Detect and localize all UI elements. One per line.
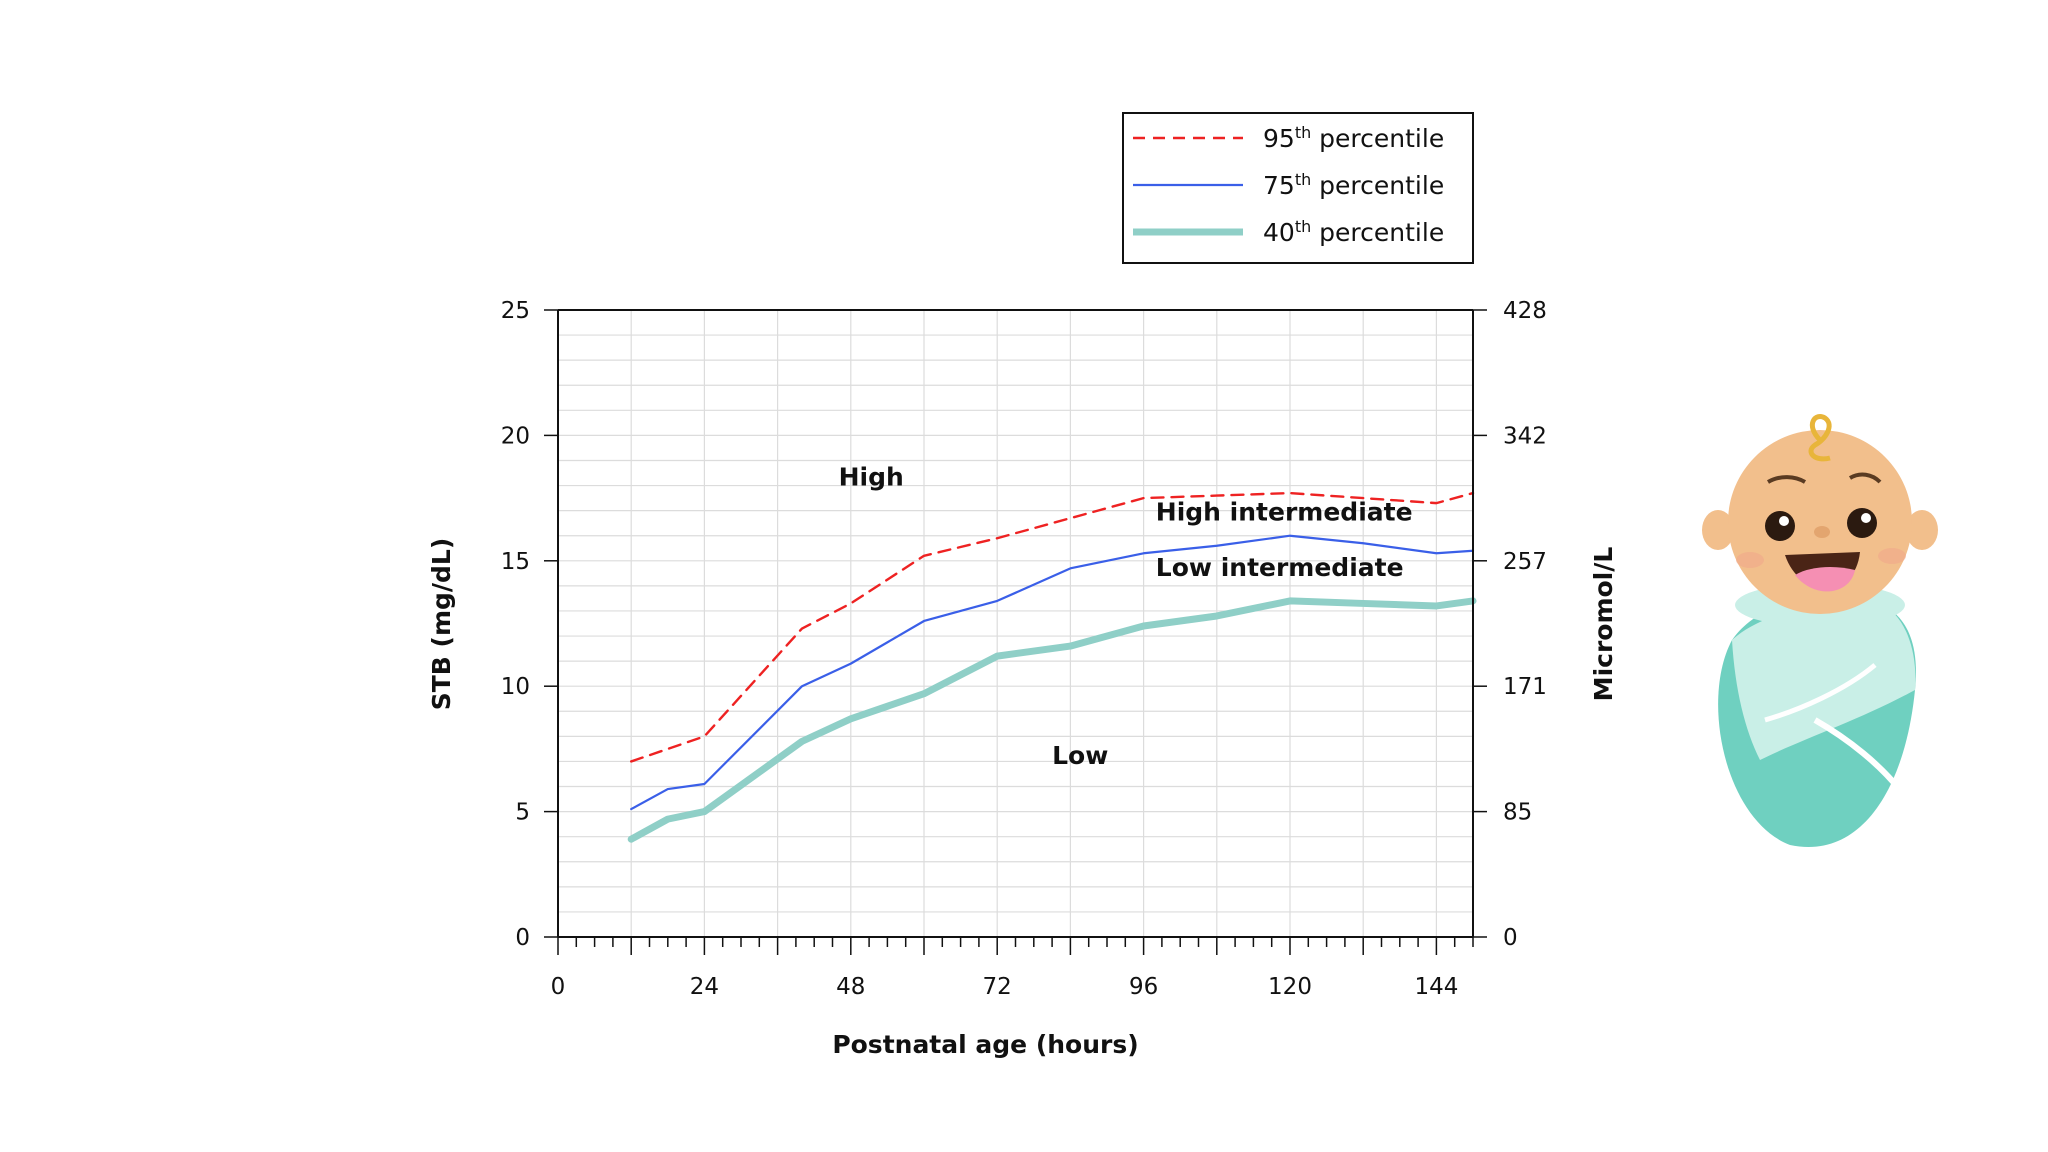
series-line-1: [630, 534, 1475, 811]
y-tick-label: 10: [501, 674, 530, 700]
y-tick-label: 15: [501, 549, 530, 575]
legend-label-2: 40th percentile: [1263, 217, 1444, 247]
legend-label-sup: th: [1295, 123, 1311, 142]
legend-label-sup: th: [1295, 217, 1311, 236]
x-tick-label: 0: [551, 974, 566, 1000]
y2-tick-label: 0: [1503, 925, 1518, 951]
y-tick-label: 0: [515, 925, 530, 951]
axes: [544, 309, 1487, 955]
x-axis-title: Postnatal age (hours): [832, 1030, 1138, 1059]
zone-label: High intermediate: [1156, 498, 1413, 527]
x-tick-label: 120: [1268, 974, 1312, 1000]
swaddled-baby-icon: [1702, 414, 1938, 848]
x-tick-label: 72: [983, 974, 1012, 1000]
legend-label-number: 95: [1263, 124, 1295, 153]
zone-label: High: [839, 463, 904, 492]
zone-label: Low: [1052, 741, 1108, 770]
legend-label-text: percentile: [1311, 218, 1444, 247]
grid: [558, 310, 1473, 937]
x-tick-label: 144: [1414, 974, 1458, 1000]
y2-tick-label: 342: [1503, 423, 1547, 449]
legend-label-text: percentile: [1311, 124, 1444, 153]
x-tick-label: 48: [836, 974, 865, 1000]
y2-tick-label: 257: [1503, 549, 1547, 575]
legend-label-text: percentile: [1311, 171, 1444, 200]
series-layer: [627, 491, 1477, 843]
legend-label-sup: th: [1295, 170, 1311, 189]
legend-label-1: 75th percentile: [1263, 170, 1444, 200]
y-tick-label: 5: [515, 800, 530, 826]
y-tick-label: 25: [501, 298, 530, 324]
y2-tick-label: 428: [1503, 298, 1547, 324]
legend-label-0: 95th percentile: [1263, 123, 1444, 153]
x-tick-label: 24: [690, 974, 719, 1000]
y2-axis-title: Micromol/L: [1589, 547, 1618, 702]
series-line-0: [630, 491, 1475, 763]
x-tick-label: 96: [1129, 974, 1158, 1000]
legend-label-number: 40: [1263, 218, 1295, 247]
series-line-2: [627, 597, 1477, 843]
y2-tick-label: 171: [1503, 674, 1547, 700]
legend-label-number: 75: [1263, 171, 1295, 200]
zone-label: Low intermediate: [1156, 553, 1404, 582]
y-axis-title: STB (mg/dL): [427, 538, 456, 711]
y2-tick-label: 85: [1503, 800, 1532, 826]
y-tick-label: 20: [501, 423, 530, 449]
